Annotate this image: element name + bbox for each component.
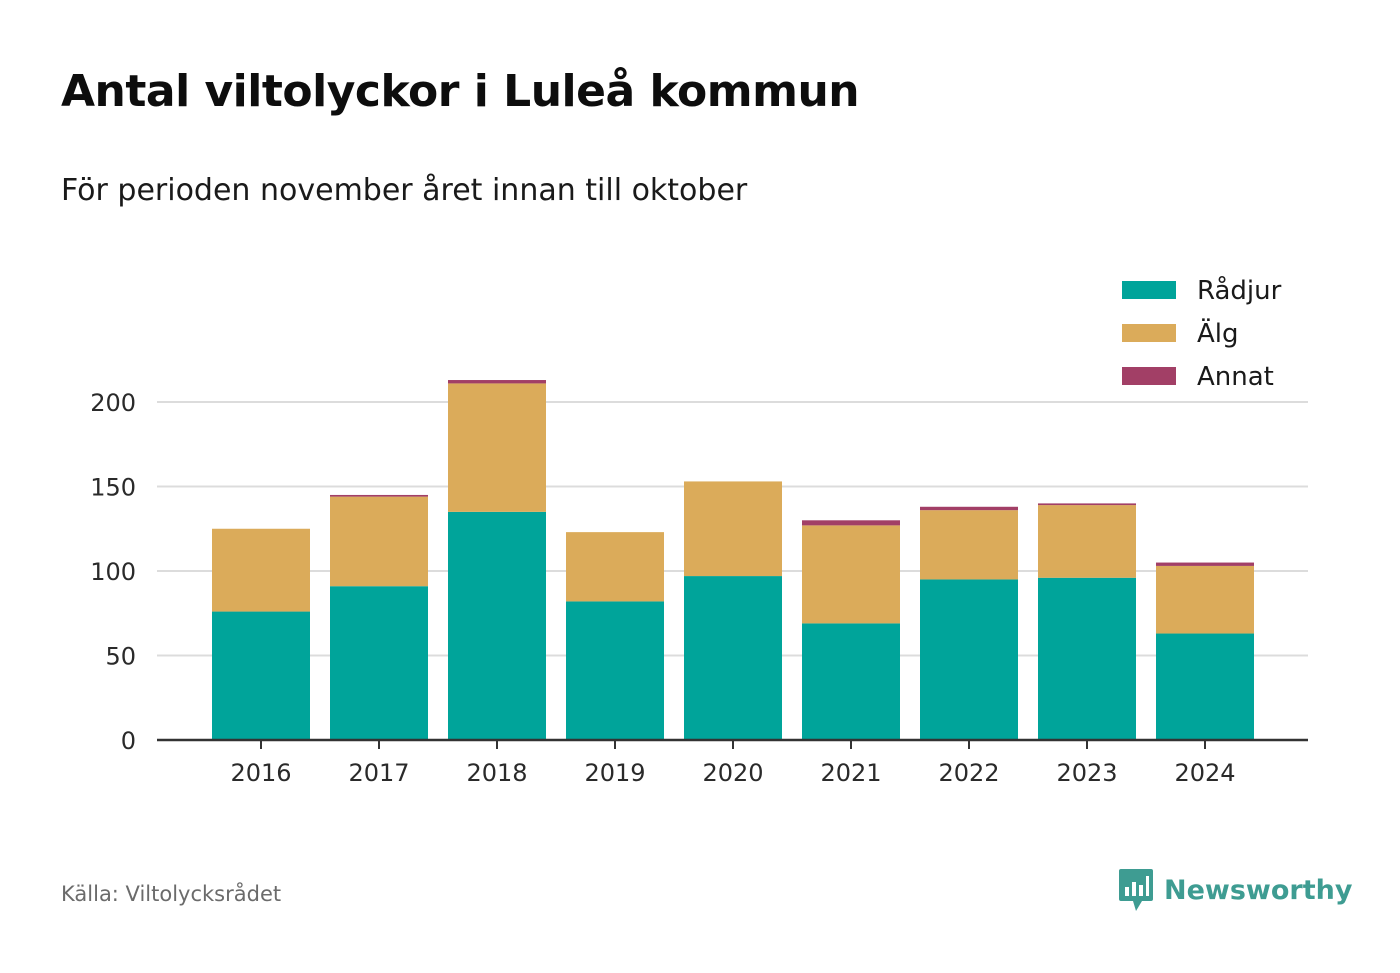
x-tick-label: 2020 (702, 759, 763, 787)
x-tick-label: 2023 (1056, 759, 1117, 787)
x-axis: 2016 2017 2018 2019 2020 2021 2022 2023 2024 (157, 738, 1308, 787)
y-tick-label: 150 (90, 474, 136, 502)
legend-swatch-annat (1122, 367, 1176, 385)
bar-älg-2024 (1156, 565, 1254, 634)
bars (212, 380, 1254, 740)
x-tick-label: 2019 (584, 759, 645, 787)
bar-rådjur-2017 (330, 586, 428, 740)
bar-rådjur-2016 (212, 611, 310, 740)
y-tick-label: 200 (90, 389, 136, 417)
bar-annat-2023 (1038, 503, 1136, 506)
bar-rådjur-2023 (1038, 577, 1136, 740)
bar-älg-2021 (802, 525, 900, 624)
bar-älg-2020 (684, 481, 782, 577)
chart-title: Antal viltolyckor i Luleå kommun (61, 66, 860, 117)
legend-label-annat: Annat (1197, 362, 1274, 392)
y-tick-label: 50 (105, 643, 136, 671)
legend-swatch-rådjur (1122, 281, 1176, 299)
x-tick-label: 2022 (938, 759, 999, 787)
bar-rådjur-2020 (684, 576, 782, 740)
bar-älg-2017 (330, 496, 428, 587)
bar-älg-2019 (566, 532, 664, 602)
y-axis-ticks: 0 50 100 150 200 (90, 389, 136, 755)
x-tick-label: 2016 (230, 759, 291, 787)
bar-rådjur-2021 (802, 623, 900, 740)
bar-älg-2022 (920, 510, 1018, 580)
source-note: Källa: Viltolycksrådet (61, 882, 282, 906)
bar-rådjur-2022 (920, 579, 1018, 740)
y-tick-label: 0 (121, 727, 136, 755)
bar-annat-2022 (920, 506, 1018, 511)
bar-rådjur-2019 (566, 601, 664, 740)
legend-swatch-älg (1122, 324, 1176, 342)
bar-rådjur-2024 (1156, 633, 1254, 740)
chart-subtitle: För perioden november året innan till ok… (61, 173, 748, 208)
bar-annat-2018 (448, 380, 546, 384)
newsworthy-logo-icon (1119, 869, 1153, 911)
x-tick-label: 2017 (348, 759, 409, 787)
x-tick-label: 2018 (466, 759, 527, 787)
bar-älg-2018 (448, 383, 546, 512)
bar-rådjur-2018 (448, 511, 546, 740)
bar-annat-2021 (802, 520, 900, 526)
bar-älg-2023 (1038, 505, 1136, 578)
legend-label-rådjur: Rådjur (1197, 275, 1282, 306)
bar-annat-2024 (1156, 562, 1254, 566)
brand-logo: Newsworthy (1118, 866, 1352, 914)
brand-name: Newsworthy (1164, 874, 1353, 906)
x-tick-label: 2021 (820, 759, 881, 787)
legend: Rådjur Älg Annat (1112, 268, 1302, 396)
bar-älg-2016 (212, 528, 310, 612)
legend-label-älg: Älg (1197, 317, 1239, 349)
bar-annat-2017 (330, 494, 428, 497)
y-tick-label: 100 (90, 558, 136, 586)
x-tick-label: 2024 (1174, 759, 1235, 787)
